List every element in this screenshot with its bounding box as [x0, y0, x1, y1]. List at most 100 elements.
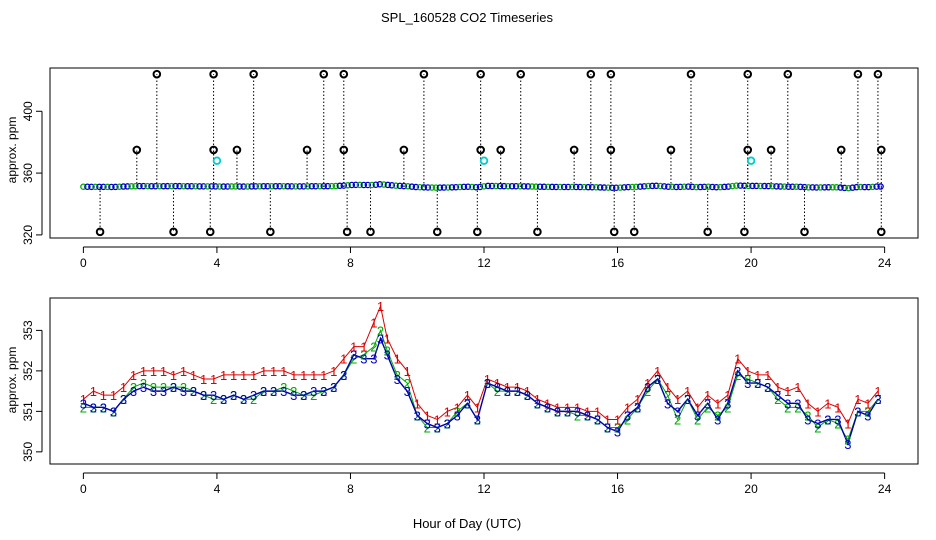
series-1-point: 1: [240, 368, 247, 383]
bottom-x-tick-label: 24: [878, 482, 892, 496]
baseline-point: [340, 182, 348, 189]
flagged-point: [319, 69, 329, 79]
series-2-point: 2: [674, 412, 681, 427]
flagged-point: [783, 69, 793, 79]
series-1-point: 1: [684, 384, 691, 399]
series-3-point: 3: [854, 404, 861, 419]
series-3-point: 3: [784, 396, 791, 411]
series-1-point: 1: [300, 368, 307, 383]
series-1-point: 1: [140, 364, 147, 379]
top-x-tick-label: 0: [80, 256, 87, 270]
series-1-point: 1: [734, 352, 741, 367]
series-2-point: 2: [524, 388, 531, 403]
baseline-point: [84, 183, 91, 191]
series-1-point: 1: [704, 388, 711, 403]
series-3-point: 3: [824, 412, 831, 427]
flagged-point: [606, 145, 616, 155]
series-3-point: 3: [444, 417, 451, 432]
bottom-y-tick-label: 351: [21, 401, 35, 421]
flagged-point: [876, 145, 886, 155]
series-2-point: 2: [110, 404, 117, 419]
series-1-point: 1: [744, 364, 751, 379]
baseline-point: [308, 183, 315, 190]
flagged-point: [703, 227, 712, 237]
series-2-point: 2: [250, 392, 257, 407]
series-2-point: 2: [424, 421, 431, 436]
series-3-point: 3: [424, 417, 431, 432]
baseline-point: [709, 183, 716, 191]
top-x-tick-label: 20: [744, 256, 758, 270]
baseline-point: [556, 183, 564, 191]
series-1-point: 1: [494, 376, 501, 391]
series-1-point: 1: [270, 364, 277, 379]
baseline-point: [136, 182, 143, 190]
series-1-point: 1: [320, 368, 327, 383]
series-2-point: 2: [484, 376, 491, 391]
series-2-point: 2: [280, 380, 287, 395]
series-2-point: 2: [834, 417, 841, 432]
baseline-point: [829, 184, 836, 191]
baseline-point: [873, 183, 880, 190]
baseline-point: [148, 182, 155, 190]
flagged-point: [836, 145, 846, 155]
series-3-point: 3: [300, 388, 307, 403]
series-3-point: 3: [320, 384, 327, 399]
series-3-point: 3: [874, 392, 881, 407]
series-3-point: 3: [844, 437, 851, 452]
flagged-point: [476, 69, 485, 79]
baseline-point: [364, 181, 372, 189]
series-1-point: 1: [370, 315, 377, 330]
series-1-point: 1: [814, 404, 821, 419]
flagged-point: [800, 227, 809, 237]
series-1-point: 1: [634, 392, 641, 407]
baseline-point: [440, 184, 448, 191]
baseline-point: [236, 183, 243, 190]
baseline-point: [264, 182, 271, 190]
baseline-point: [368, 181, 376, 189]
top-cyan-points: [212, 156, 756, 165]
baseline-point: [284, 183, 291, 190]
baseline-point: [504, 182, 512, 190]
baseline-point: [348, 181, 356, 189]
series-3-point: 3: [80, 396, 87, 411]
baseline-point: [600, 184, 608, 191]
series-3-point: 3: [814, 417, 821, 432]
baseline-point: [460, 183, 468, 191]
series-1-point: 1: [120, 380, 127, 395]
flagged-point: [432, 227, 442, 237]
baseline-point: [180, 182, 187, 190]
series-3-point: 3: [180, 384, 187, 399]
series-2-point: 2: [494, 384, 501, 399]
series-3-point: 3: [674, 404, 681, 419]
baseline-point: [532, 183, 540, 190]
baseline-point: [476, 183, 484, 191]
baseline-point: [717, 183, 724, 191]
series-2-point: 2: [794, 400, 801, 415]
flagged-point: [629, 227, 639, 237]
baseline-point: [560, 183, 568, 191]
series-3-point: 3: [260, 384, 267, 399]
top-plot-frame: [49, 67, 919, 239]
series-2-point: 2: [290, 384, 297, 399]
baseline-point: [124, 183, 131, 190]
baseline-point: [749, 182, 756, 190]
series-3-point: 3: [360, 352, 367, 367]
series-1-point: 1: [854, 392, 861, 407]
series-1-point: 1: [280, 364, 287, 379]
series-2-point: 2: [824, 412, 831, 427]
series-2-point: 2: [414, 408, 421, 423]
top-x-tick-label: 24: [878, 256, 892, 270]
baseline-point: [112, 183, 119, 191]
flagged-point: [873, 69, 883, 79]
series-2-point: 2: [764, 380, 771, 395]
flagged-point: [209, 69, 218, 79]
series-3-point: 3: [694, 408, 701, 423]
baseline-point: [240, 183, 247, 190]
series-2-point: 2: [404, 376, 411, 391]
series-3-point: 3: [554, 404, 561, 419]
flagged-point: [666, 145, 676, 155]
flagged-point: [419, 69, 429, 79]
series-2-point: 2: [624, 412, 631, 427]
bottom-plot-frame: [49, 297, 919, 465]
series-1-point: 1: [220, 368, 227, 383]
